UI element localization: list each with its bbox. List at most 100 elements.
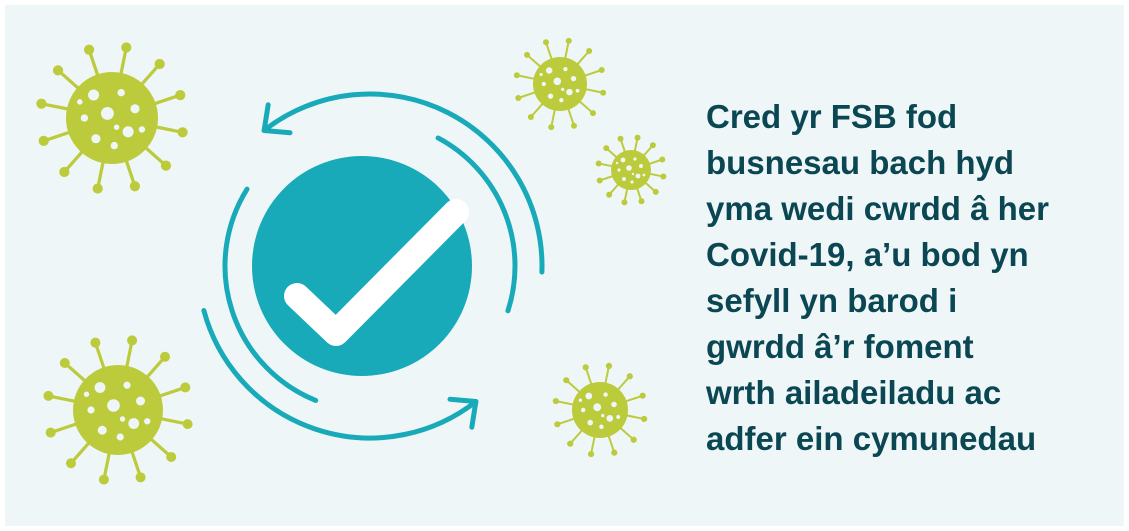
virus-spike-tip (59, 167, 69, 177)
virus-spike-tip (183, 419, 193, 429)
virus-spike-tip (566, 38, 572, 44)
virus-dot (128, 418, 139, 429)
virus-dot (611, 402, 617, 408)
virus-spike-tip (39, 136, 49, 146)
virus-dot (643, 174, 646, 177)
virus-spike-tip (606, 363, 612, 369)
virus-dot (633, 157, 636, 160)
virus-spike-tip (631, 437, 637, 443)
virus-spike-tip (600, 90, 606, 96)
virus-spike-tip (514, 72, 520, 78)
virus-spike-tip (597, 177, 603, 183)
virus-dot (566, 89, 572, 95)
virus-dot (581, 408, 585, 412)
virus-dot (599, 425, 603, 429)
virus-spike-tip (590, 110, 596, 116)
virus-dot (554, 78, 562, 86)
virus-spike-tip (90, 338, 100, 348)
virus-spike-tip (127, 335, 137, 345)
virus-dot (120, 416, 125, 421)
virus-spike-tip (660, 174, 666, 180)
virus-spike-tip (130, 181, 140, 191)
virus-dot (123, 382, 130, 389)
text-line: sefyll yn barod i (706, 278, 1049, 324)
virus-dot (603, 392, 607, 396)
virus-dot (639, 164, 643, 168)
virus-dot (546, 67, 552, 73)
virus-spike-tip (177, 127, 187, 137)
virus-dot (632, 173, 634, 175)
virus-dot (630, 180, 633, 183)
virus-dot (98, 426, 107, 435)
virus-dot (561, 88, 564, 91)
text-line: yma wedi cwrdd â her (706, 186, 1049, 232)
virus-spike-tip (635, 135, 641, 141)
virus-dot (571, 76, 576, 81)
virus (36, 42, 187, 193)
virus-dot (91, 134, 100, 143)
virus-spike-tip (638, 198, 644, 204)
virus-spike-tip (36, 99, 46, 109)
virus-dot (616, 162, 618, 164)
virus-spike-tip (596, 160, 602, 166)
virus-spike-tip (121, 42, 131, 52)
virus-dot (579, 399, 582, 402)
virus-spike-tip (46, 428, 56, 438)
virus-spike-tip (175, 90, 185, 100)
virus-dot (621, 158, 626, 163)
virus (43, 335, 192, 484)
virus-dot (84, 392, 89, 397)
virus-dot (548, 93, 553, 98)
virus-spike-tip (659, 157, 665, 163)
virus-body (73, 365, 163, 455)
virus-dot (606, 415, 613, 422)
text-line: Cred yr FSB fod (706, 94, 1049, 140)
virus-spike-tip (641, 416, 647, 422)
virus-spike-tip (166, 452, 176, 462)
virus-spike-tip (60, 358, 70, 368)
virus-dot (139, 126, 145, 132)
virus-spike-tip (563, 377, 569, 383)
virus-spike-tip (621, 199, 627, 205)
virus-dot (87, 406, 94, 413)
virus-body (611, 150, 651, 190)
statement: Cred yr FSB fodbusnesau bach hydyma wedi… (706, 94, 1049, 462)
virus-dot (81, 114, 88, 121)
virus-dot (587, 420, 593, 426)
virus-spike-tip (528, 114, 534, 120)
virus-dot (616, 415, 620, 419)
virus-spike-tip (554, 421, 560, 427)
virus-dot (601, 414, 604, 417)
virus-spike-tip (180, 382, 190, 392)
virus-dot (114, 124, 120, 130)
virus-spike-tip (543, 39, 549, 45)
text-line: Covid-19, a’u bod yn (706, 232, 1049, 278)
virus-body (66, 72, 158, 164)
virus-spike-tip (588, 451, 594, 457)
virus-dot (136, 397, 145, 406)
virus-spike-tip (53, 65, 63, 75)
virus-body (572, 382, 628, 438)
text-line: wrth ailadeiladu ac (706, 370, 1049, 416)
virus-dot (77, 99, 83, 105)
virus-dot (542, 82, 546, 86)
virus-spike-tip (627, 373, 633, 379)
text-line: adfer ein cymunedau (706, 416, 1049, 462)
virus-dot (622, 177, 626, 181)
virus-dot (111, 142, 118, 149)
virus-spike-tip (611, 450, 617, 456)
virus-spike-tip (136, 472, 146, 482)
virus-dot (636, 174, 641, 179)
virus-spike-tip (640, 393, 646, 399)
virus-dot (101, 107, 114, 120)
virus-spike-tip (93, 183, 103, 193)
virus-spike-tip (160, 352, 170, 362)
virus-spike-tip (548, 124, 554, 130)
virus-spike-tip (599, 67, 605, 73)
virus-dot (559, 98, 563, 102)
virus-spike-tip (567, 441, 573, 447)
virus-spike-tip (583, 364, 589, 370)
text-line: busnesau bach hyd (706, 140, 1049, 186)
virus-dot (130, 104, 139, 113)
virus-spike-tip (603, 145, 609, 151)
